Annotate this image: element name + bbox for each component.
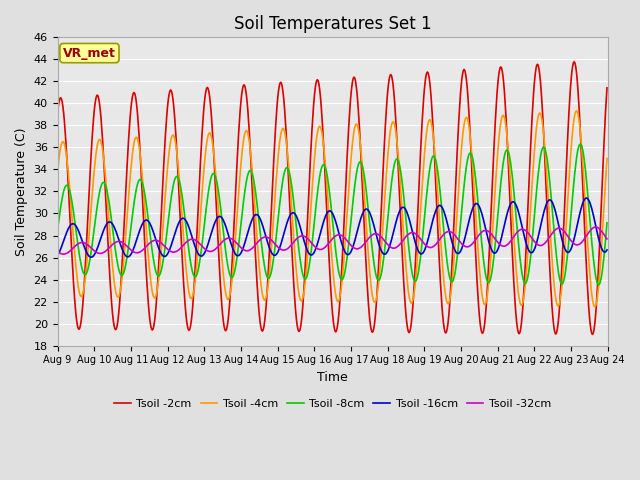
Tsoil -32cm [65,250,72,255]
Title: Soil Temperatures Set 1: Soil Temperatures Set 1 [234,15,431,33]
Line: Tsoil -32cm: Tsoil -32cm [58,227,607,254]
Tsoil -4cm [399,221,407,227]
Tsoil -4cm [120,255,128,261]
Tsoil -16cm [582,195,590,201]
Tsoil -4cm [205,131,212,136]
Tsoil -32cm [121,241,129,247]
Tsoil -2cm [120,224,128,230]
Tsoil -2cm [205,88,212,94]
Line: Tsoil -8cm: Tsoil -8cm [58,144,607,285]
Tsoil -4cm [54,169,61,175]
Tsoil -16cm [416,250,424,256]
Tsoil -8cm [603,220,611,226]
Tsoil -16cm [206,236,214,242]
Tsoil -32cm [400,237,408,242]
Tsoil -8cm [595,282,602,288]
Tsoil -32cm [54,249,61,254]
Tsoil -32cm [592,224,600,230]
Tsoil -2cm [603,85,611,91]
Tsoil -4cm [63,161,71,167]
Tsoil -16cm [177,217,184,223]
Line: Tsoil -4cm: Tsoil -4cm [58,111,607,307]
Tsoil -2cm [176,207,184,213]
Tsoil -4cm [603,156,611,161]
Y-axis label: Soil Temperature (C): Soil Temperature (C) [15,127,28,256]
Tsoil -4cm [415,233,423,239]
Tsoil -8cm [577,141,584,147]
Tsoil -2cm [54,110,61,116]
Tsoil -8cm [63,183,71,189]
Tsoil -2cm [415,183,423,189]
Tsoil -32cm [206,249,214,254]
Tsoil -4cm [176,182,184,188]
Tsoil -4cm [573,108,580,114]
Tsoil -8cm [176,180,184,186]
Tsoil -16cm [54,252,61,258]
Tsoil -2cm [63,166,71,172]
Tsoil -32cm [416,235,424,241]
Tsoil -2cm [589,332,596,337]
Tsoil -8cm [120,269,128,275]
Line: Tsoil -16cm: Tsoil -16cm [58,198,607,257]
Tsoil -32cm [177,245,184,251]
Tsoil -2cm [399,265,407,271]
Tsoil -16cm [603,247,611,253]
Tsoil -32cm [60,251,67,257]
Tsoil -16cm [121,252,129,257]
Line: Tsoil -2cm: Tsoil -2cm [58,62,607,335]
X-axis label: Time: Time [317,371,348,384]
Tsoil -2cm [570,59,578,65]
Tsoil -8cm [399,186,407,192]
Tsoil -8cm [415,265,423,271]
Tsoil -32cm [603,236,611,242]
Tsoil -16cm [400,204,408,210]
Tsoil -16cm [63,228,71,233]
Tsoil -8cm [54,227,61,233]
Text: VR_met: VR_met [63,47,116,60]
Tsoil -8cm [205,186,212,192]
Tsoil -4cm [591,304,598,310]
Tsoil -16cm [87,254,95,260]
Legend: Tsoil -2cm, Tsoil -4cm, Tsoil -8cm, Tsoil -16cm, Tsoil -32cm: Tsoil -2cm, Tsoil -4cm, Tsoil -8cm, Tsoi… [110,395,556,413]
